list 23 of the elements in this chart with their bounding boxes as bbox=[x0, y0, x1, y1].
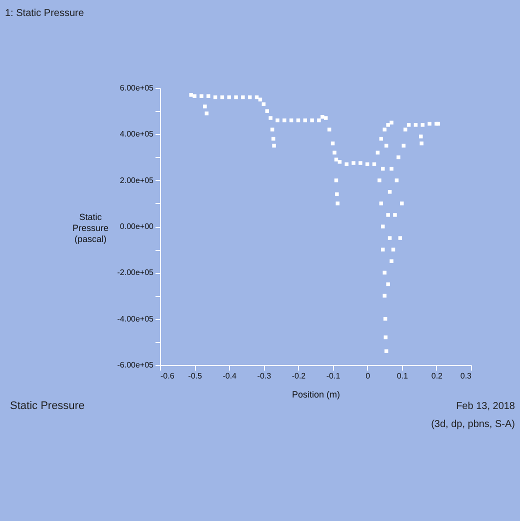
y-tick-label: 2.00e+05 bbox=[120, 176, 154, 185]
x-tick-label: -0.6 bbox=[160, 372, 175, 380]
y-tick-label: 6.00e+05 bbox=[120, 84, 154, 92]
y-tick-label: 0.00e+00 bbox=[120, 222, 154, 231]
text: Feb 13, 2018 bbox=[456, 401, 516, 412]
x-tick-label: -0.2 bbox=[292, 372, 306, 380]
x-tick-label: -0.1 bbox=[326, 372, 341, 380]
y-axis-title: Static Pressure (pascal) bbox=[72, 212, 109, 244]
y-tick-label: -6.00e+05 bbox=[117, 360, 154, 370]
x-axis-title: Position (m) bbox=[292, 390, 340, 400]
x-tick-label: 0.2 bbox=[431, 372, 444, 380]
text: (3d, dp, pbns, S-A) bbox=[431, 419, 515, 430]
x-tick-label: 0 bbox=[366, 372, 371, 380]
x-tick-label: -0.4 bbox=[222, 372, 238, 380]
text: Static Pressure bbox=[10, 400, 85, 412]
text: 1: Static Pressure bbox=[5, 8, 84, 19]
x-tick-label: -0.3 bbox=[257, 372, 272, 380]
x-tick-label: -0.5 bbox=[188, 372, 202, 380]
y-tick-label: -2.00e+05 bbox=[117, 268, 154, 278]
y-tick-label: -4.00e+05 bbox=[117, 314, 154, 324]
y-tick-label: 4.00e+05 bbox=[120, 130, 154, 139]
x-tick-label: 0.3 bbox=[460, 372, 472, 380]
x-tick-label: 0.1 bbox=[396, 372, 408, 380]
